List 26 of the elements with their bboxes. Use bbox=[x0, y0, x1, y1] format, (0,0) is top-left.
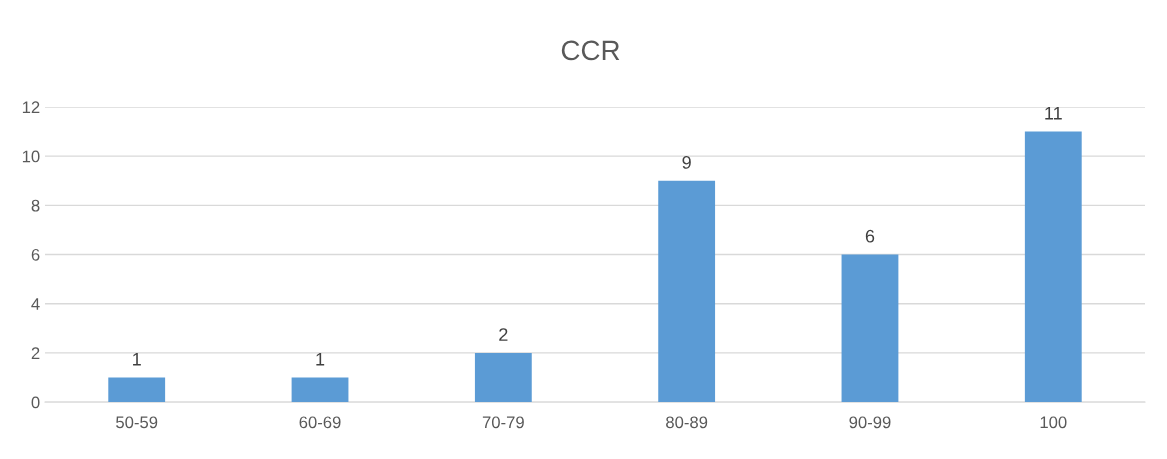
data-label: 1 bbox=[133, 352, 141, 366]
data-label: 11 bbox=[1045, 107, 1062, 120]
bar bbox=[1024, 131, 1082, 403]
x-tick-label: 70-79 bbox=[482, 416, 524, 429]
y-tick-label: 2 bbox=[31, 347, 40, 359]
y-tick-label: 0 bbox=[31, 396, 40, 409]
bar bbox=[841, 254, 899, 403]
x-tick-label: 80-89 bbox=[666, 416, 708, 429]
y-tick-label: 4 bbox=[31, 298, 40, 310]
data-label: 2 bbox=[499, 328, 508, 341]
bar bbox=[474, 352, 532, 403]
y-tick-label: 12 bbox=[22, 101, 40, 113]
data-label: 9 bbox=[682, 156, 691, 169]
chart-title: CCR bbox=[561, 40, 620, 61]
y-tick-label: 8 bbox=[31, 199, 40, 212]
data-label: 1 bbox=[316, 352, 325, 366]
y-tick-label: 10 bbox=[22, 150, 40, 163]
y-tick-label: 6 bbox=[31, 248, 40, 261]
bar bbox=[658, 180, 716, 403]
x-tick-label: 60-69 bbox=[299, 416, 341, 429]
x-tick-label: 90-99 bbox=[849, 416, 891, 429]
data-label: 6 bbox=[865, 229, 875, 243]
bar bbox=[108, 377, 166, 403]
x-tick-label: 100 bbox=[1040, 416, 1067, 429]
x-tick-label: 50-59 bbox=[116, 416, 158, 429]
bar bbox=[291, 377, 349, 403]
